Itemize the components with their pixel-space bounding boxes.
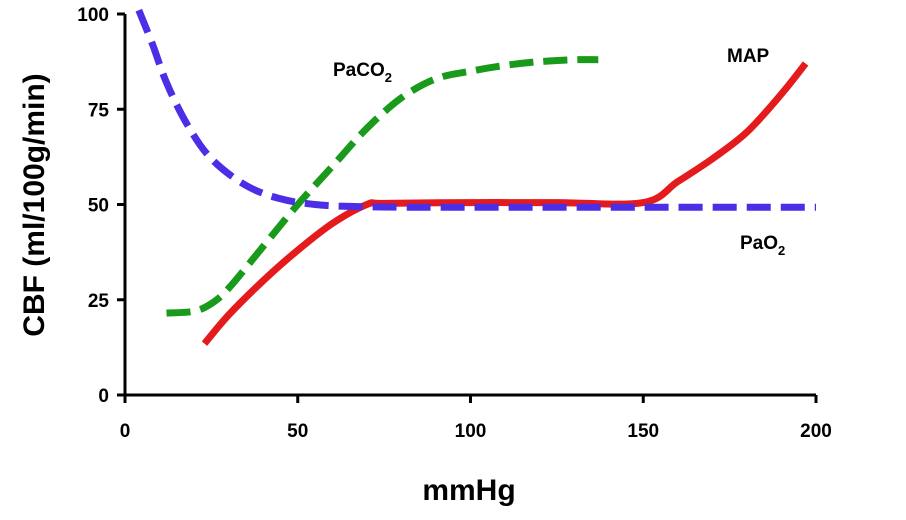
series-label-text: PaCO: [333, 60, 385, 81]
series-layer: [135, 8, 816, 346]
x-ticks: 0 50 100 150 200: [120, 395, 832, 442]
series-label-text: MAP: [727, 46, 770, 67]
y-tick-label: 100: [77, 5, 109, 26]
series-label-subscript: 2: [778, 243, 785, 258]
series-label-text: PaO: [740, 233, 778, 254]
x-tick-label: 200: [800, 421, 832, 442]
x-tick-label: 150: [627, 421, 659, 442]
series-label-paco2: PaCO2: [333, 60, 392, 85]
y-tick-label: 25: [88, 291, 110, 312]
x-axis-title: mmHg: [422, 474, 515, 507]
series-line-map: [201, 61, 809, 346]
x-tick-label: 50: [287, 421, 308, 442]
series-line-pao2: [135, 8, 816, 211]
y-tick-label: 50: [88, 196, 109, 217]
y-axis-title: CBF (ml/100g/min): [18, 73, 51, 336]
y-tick-label: 75: [88, 100, 110, 121]
series-line-paco2: [166, 56, 599, 317]
y-tick-label: 0: [98, 386, 109, 407]
axes: 0 50 100 150 200 0 25 50 75 100: [77, 5, 832, 442]
series-label-map: MAP: [727, 46, 770, 67]
y-ticks: 0 25 50 75 100: [77, 5, 125, 407]
series-label-subscript: 2: [385, 70, 392, 85]
x-tick-label: 100: [455, 421, 487, 442]
series-label-pao2: PaO2: [740, 233, 785, 258]
x-tick-label: 0: [120, 421, 131, 442]
